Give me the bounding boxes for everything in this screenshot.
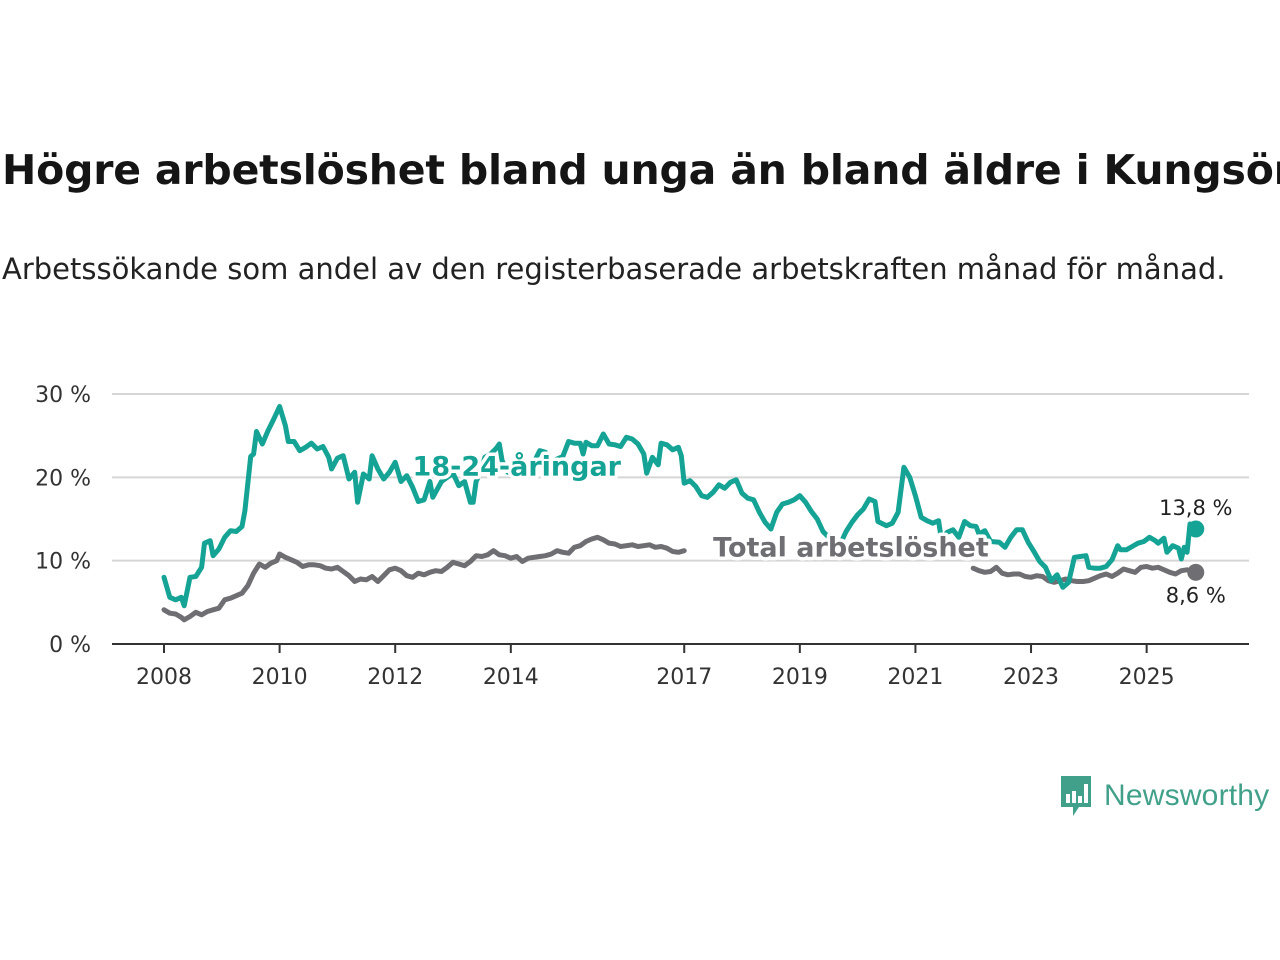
- x-tick-label: 2019: [772, 665, 828, 690]
- brand-name: Newsworthy: [1104, 779, 1270, 812]
- y-tick-label: 0 %: [49, 633, 91, 658]
- series-labels: 18-24-åringar Total arbetslöshet 13,8 % 8,6…: [409, 447, 1232, 607]
- series-end-point-youth: [1187, 520, 1205, 538]
- x-tick-label: 2023: [1003, 665, 1059, 690]
- grid: [112, 393, 1249, 562]
- series-line-total: [970, 564, 1199, 585]
- x-tick-label: 2025: [1119, 665, 1175, 690]
- x-tick-label: 2010: [252, 665, 308, 690]
- chart-subtitle: Arbetssökande som andel av den registerb…: [2, 252, 1226, 286]
- chart-title: Högre arbetslöshet bland unga än bland ä…: [2, 146, 1280, 194]
- series-label-youth: 18-24-åringar: [413, 451, 622, 483]
- y-tick-label: 30 %: [35, 383, 91, 408]
- line-chart: 0 % 10 % 20 % 30 % 2008 2010 2012 2014 2017 2019…: [35, 383, 1249, 690]
- y-axis-ticks: 0 % 10 % 20 % 30 %: [35, 383, 91, 658]
- x-tick-label: 2008: [136, 665, 192, 690]
- y-tick-label: 20 %: [35, 466, 91, 491]
- brand-logo: Newsworthy: [1058, 774, 1269, 818]
- end-value-label-youth: 13,8 %: [1159, 496, 1232, 520]
- x-tick-label: 2012: [367, 665, 423, 690]
- x-axis-ticks: 2008 2010 2012 2014 2017 2019 2021 2023 2025: [136, 644, 1175, 690]
- series-line-total: [161, 534, 687, 623]
- series: [161, 404, 1205, 623]
- series-end-point-total: [1187, 563, 1205, 581]
- end-value-label-total: 8,6 %: [1166, 583, 1226, 607]
- newsworthy-logo-icon: [1061, 776, 1091, 816]
- y-tick-label: 10 %: [35, 550, 91, 575]
- series-line-youth: [161, 404, 1199, 609]
- x-tick-label: 2014: [483, 665, 539, 690]
- x-tick-label: 2021: [887, 665, 943, 690]
- series-label-total: Total arbetslöshet: [713, 533, 989, 564]
- x-tick-label: 2017: [656, 665, 712, 690]
